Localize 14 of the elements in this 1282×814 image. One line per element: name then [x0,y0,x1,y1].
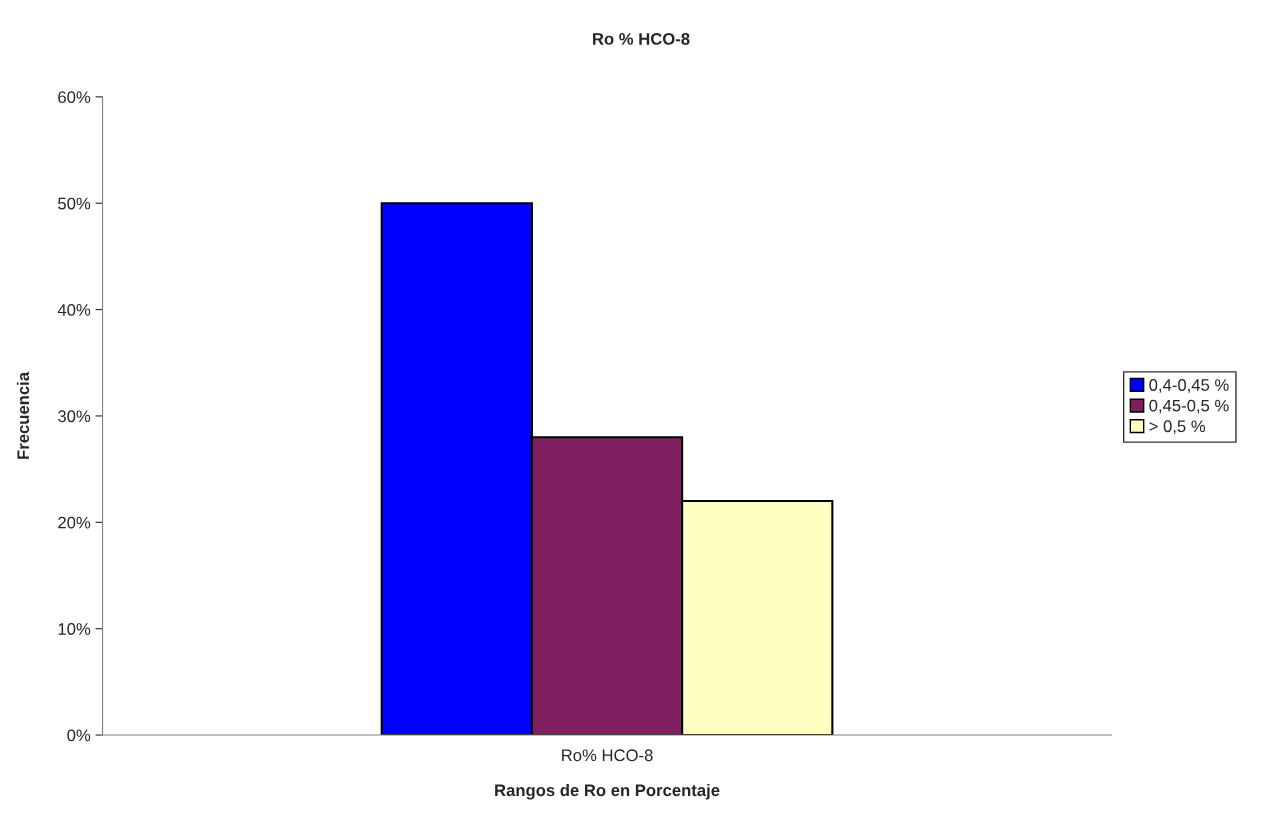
y-tick-label: 0% [67,729,91,742]
chart-title: Ro % HCO-8 [593,33,690,45]
y-tick-label: 30% [58,410,91,423]
y-axis-title: Frecuencia [16,371,30,459]
y-tick-label: 60% [58,91,91,104]
legend-label: 0,45-0,5 % [1149,399,1229,414]
legend-label: 0,4-0,45 % [1149,379,1229,393]
y-tick-label: 20% [58,516,91,529]
y-tick-label: 10% [58,623,91,635]
y-tick-label: 40% [57,303,91,316]
y-tick-label: 50% [58,197,91,210]
x-tick-label: Ro% HCO-8 [562,749,653,762]
legend-label: > 0,5 % [1149,420,1206,435]
x-axis-title: Rangos de Ro en Porcentaje [495,783,720,800]
